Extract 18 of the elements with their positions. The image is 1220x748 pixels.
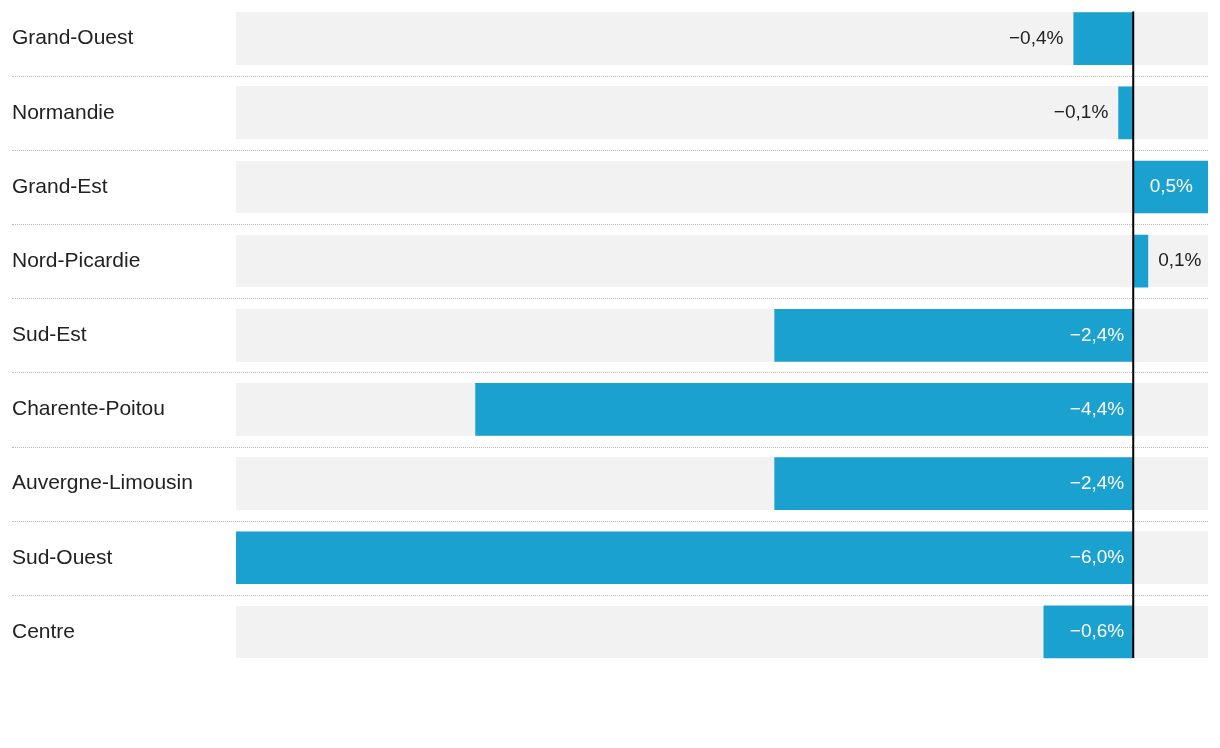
y-tick-label: Auvergne-Limousin: [12, 470, 193, 494]
y-tick-label: Centre: [12, 618, 76, 642]
data-label: −2,4%: [1069, 323, 1125, 345]
y-tick-label: Sud-Est: [12, 322, 87, 346]
y-tick-label: Grand-Est: [12, 173, 108, 197]
y-tick-label: Grand-Ouest: [12, 25, 134, 49]
data-label: −4,4%: [1069, 397, 1125, 419]
data-label: −0,6%: [1069, 620, 1125, 642]
y-tick-label: Normandie: [12, 99, 115, 123]
y-tick-label: Charente-Poitou: [12, 396, 165, 420]
data-label: 0,1%: [1158, 249, 1202, 271]
data-label: −6,0%: [1069, 546, 1125, 567]
data-label: −0,1%: [1053, 101, 1109, 123]
data-label: 0,5%: [1149, 175, 1194, 197]
data-label: −2,4%: [1069, 471, 1125, 493]
data-label: −0,4%: [1009, 26, 1064, 48]
y-tick-label: Sud-Ouest: [12, 544, 113, 568]
y-tick-label: Nord-Picardie: [12, 247, 141, 271]
